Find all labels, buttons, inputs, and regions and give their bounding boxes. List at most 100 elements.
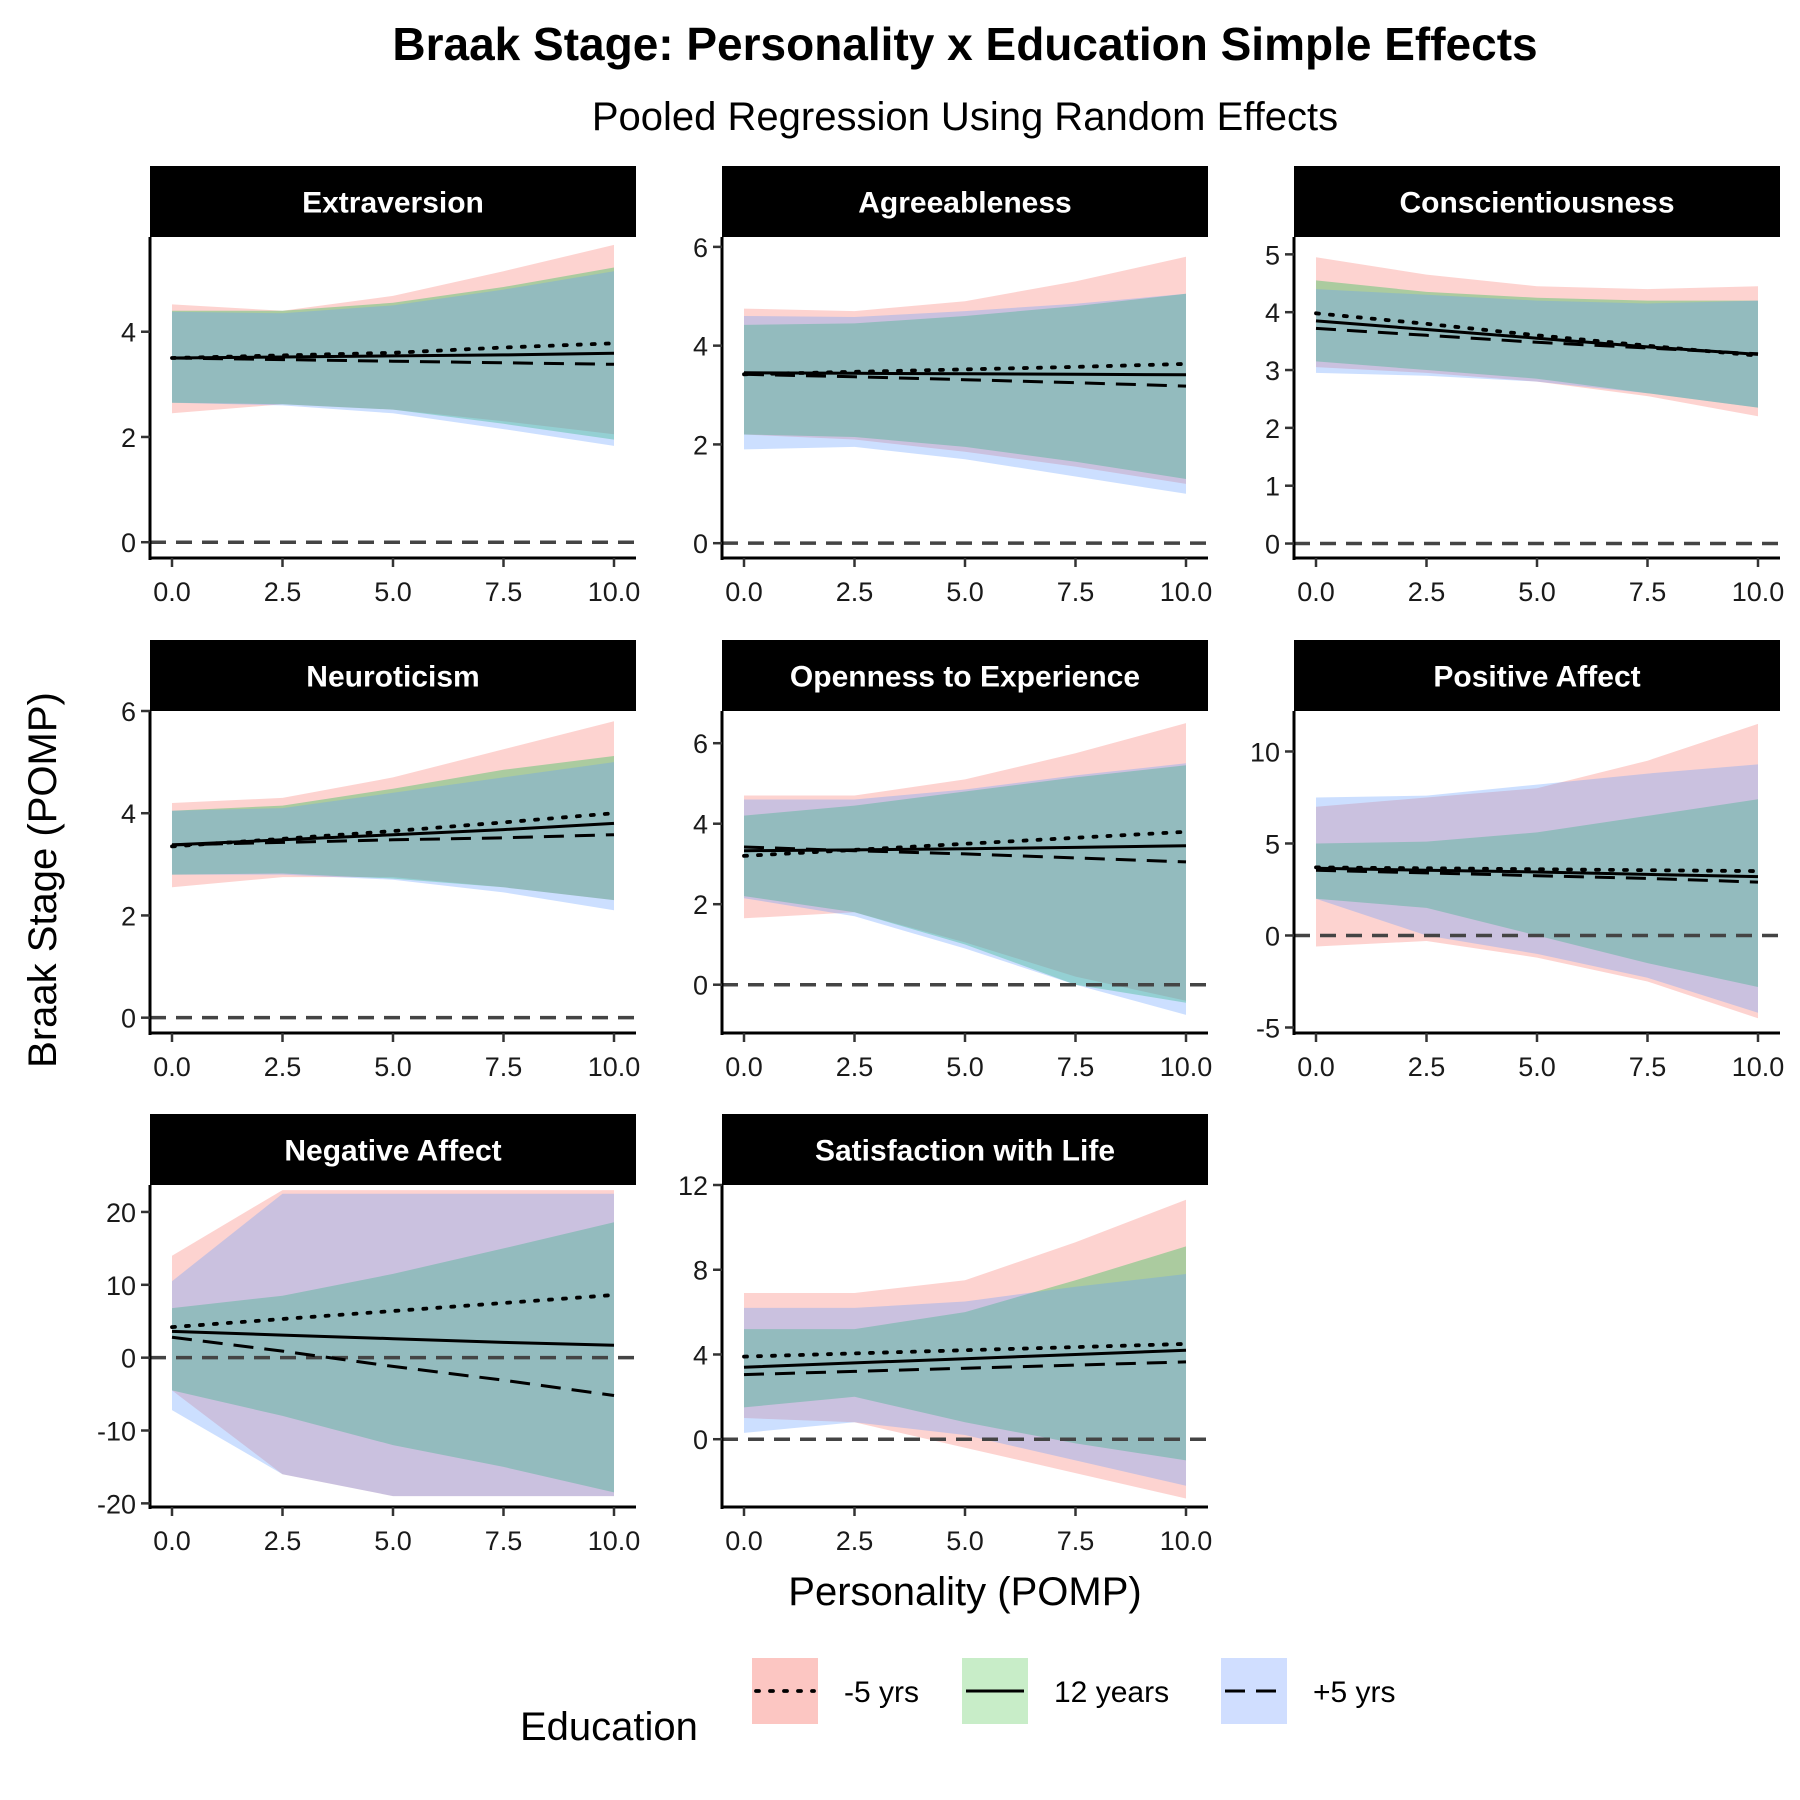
- legend-item-5-yrs: +5 yrs: [1221, 1658, 1396, 1724]
- x-tick-label: 0.0: [1297, 577, 1335, 607]
- x-tick-label: 10.0: [588, 1526, 641, 1556]
- plot-area: [1294, 257, 1780, 546]
- line-5-yrs: [171, 356, 615, 366]
- y-tick-label: 5: [1265, 240, 1280, 270]
- ribbon-5-yrs: [172, 1193, 614, 1497]
- ribbon-5-yrs: [172, 271, 614, 446]
- panel-satisfaction-with-life: Satisfaction with Life 0 4 8 12 0.0 2.5 5.0 7.5 1…: [678, 1114, 1212, 1556]
- line-12-years: [171, 351, 615, 360]
- ribbon-12-years: [744, 765, 1186, 1003]
- panel-openness-to-experience: Openness to Experience 0 2 4 6 0.0 2.5 5.0 7.5 10…: [693, 640, 1212, 1082]
- ribbon-5-yrs: [744, 256, 1186, 484]
- x-tick-label: 5.0: [946, 1526, 984, 1556]
- strip-agreeableness: [722, 166, 1208, 237]
- strip-label: Openness to Experience: [790, 661, 1140, 694]
- legend-item-12-years: 12 years: [962, 1658, 1169, 1724]
- x-tick-label: 10.0: [588, 577, 641, 607]
- y-tick-label: 4: [693, 810, 708, 840]
- line-12-years: [171, 821, 615, 847]
- x-tick-label: 5.0: [946, 577, 984, 607]
- legend-title: Education: [520, 1705, 698, 1749]
- x-tick-label: 2.5: [264, 577, 302, 607]
- y-tick-label: 4: [121, 799, 136, 829]
- x-tick-label: 0.0: [725, 1526, 763, 1556]
- ribbon-12-years: [744, 1246, 1186, 1461]
- x-tick-label: 10.0: [1732, 1052, 1785, 1082]
- y-tick-label: 2: [121, 901, 136, 931]
- x-tick-label: 2.5: [836, 1526, 874, 1556]
- y-tick-label: 2: [121, 423, 136, 453]
- x-tick-label: 7.5: [1057, 577, 1095, 607]
- x-tick-label: 5.0: [374, 1526, 412, 1556]
- strip-extraversion: [150, 166, 636, 237]
- ribbon-5-yrs: [172, 1190, 614, 1497]
- y-axis-title: Braak Stage (POMP): [21, 692, 65, 1068]
- x-tick-label: 5.0: [1518, 1052, 1556, 1082]
- strip-label: Extraversion: [302, 187, 484, 220]
- chart-title: Braak Stage: Personality x Education Sim…: [392, 18, 1537, 70]
- x-tick-label: 2.5: [264, 1526, 302, 1556]
- plot-area: [722, 723, 1208, 1015]
- strip-label: Positive Affect: [1433, 661, 1640, 694]
- x-tick-label: 10.0: [1160, 1052, 1213, 1082]
- line-5-yrs: [171, 1335, 615, 1397]
- chart-subtitle: Pooled Regression Using Random Effects: [592, 95, 1338, 139]
- ribbon-5-yrs: [744, 723, 1186, 1001]
- plot-area: [150, 1190, 636, 1497]
- ribbon-12-years: [1316, 280, 1758, 408]
- line-12-years: [1315, 866, 1759, 879]
- ribbon-5-yrs: [1316, 764, 1758, 1013]
- plot-area: [150, 721, 636, 1020]
- y-tick-label: 3: [1265, 356, 1280, 386]
- x-tick-label: 0.0: [725, 577, 763, 607]
- plot-area: [722, 1199, 1208, 1499]
- x-tick-label: 0.0: [1297, 1052, 1335, 1082]
- x-tick-label: 5.0: [374, 1052, 412, 1082]
- x-tick-label: 10.0: [1160, 577, 1213, 607]
- legend: Education -5 yrs 12 years +5 yrs: [520, 1658, 1396, 1749]
- panel-agreeableness: Agreeableness 0 2 4 6 0.0 2.5 5.0 7.5 10.0: [693, 166, 1212, 607]
- line-12-years: [171, 1329, 615, 1347]
- y-tick-label: 5: [1265, 829, 1280, 859]
- ribbon-12-years: [172, 267, 614, 440]
- legend-label: +5 yrs: [1313, 1676, 1396, 1709]
- y-tick-label: -10: [97, 1417, 136, 1447]
- x-tick-label: 0.0: [153, 577, 191, 607]
- x-tick-label: 0.0: [153, 1526, 191, 1556]
- y-tick-label: 4: [121, 318, 136, 348]
- ribbon-5-yrs: [744, 763, 1186, 1015]
- line-5-yrs: [743, 372, 1187, 388]
- x-axis-title: Personality (POMP): [788, 1570, 1141, 1614]
- panel-positive-affect: Positive Affect -5 0 5 10 0.0 2.5 5.0 7.5 10.0: [1250, 640, 1784, 1082]
- line-5-yrs: [742, 1342, 1188, 1359]
- strip-label: Negative Affect: [284, 1135, 501, 1168]
- ribbon-5-yrs: [172, 721, 614, 901]
- y-tick-label: 0: [693, 1425, 708, 1455]
- y-tick-label: 10: [1250, 737, 1280, 767]
- x-tick-label: 7.5: [1057, 1526, 1095, 1556]
- strip-positive-affect: [1294, 640, 1780, 711]
- x-tick-label: 2.5: [836, 577, 874, 607]
- x-tick-label: 5.0: [1518, 577, 1556, 607]
- ribbon-12-years: [744, 293, 1186, 479]
- line-5-yrs: [743, 845, 1187, 864]
- y-tick-label: 8: [693, 1256, 708, 1286]
- x-tick-label: 5.0: [946, 1052, 984, 1082]
- ribbon-12-years: [172, 756, 614, 901]
- strip-negative-affect: [150, 1114, 636, 1185]
- x-tick-label: 2.5: [836, 1052, 874, 1082]
- plot-area: [1294, 723, 1780, 1019]
- y-tick-label: 20: [106, 1198, 136, 1228]
- x-tick-label: 10.0: [1732, 577, 1785, 607]
- x-tick-label: 2.5: [1408, 577, 1446, 607]
- ribbon-5-yrs: [744, 293, 1186, 494]
- y-tick-label: 12: [678, 1171, 708, 1201]
- ribbon-5-yrs: [744, 1199, 1186, 1499]
- ribbon-5-yrs: [744, 1274, 1186, 1486]
- line-5-yrs: [1315, 868, 1759, 884]
- y-tick-label: 0: [1265, 921, 1280, 951]
- strip-label: Conscientiousness: [1399, 187, 1674, 220]
- y-tick-label: 0: [121, 1344, 136, 1374]
